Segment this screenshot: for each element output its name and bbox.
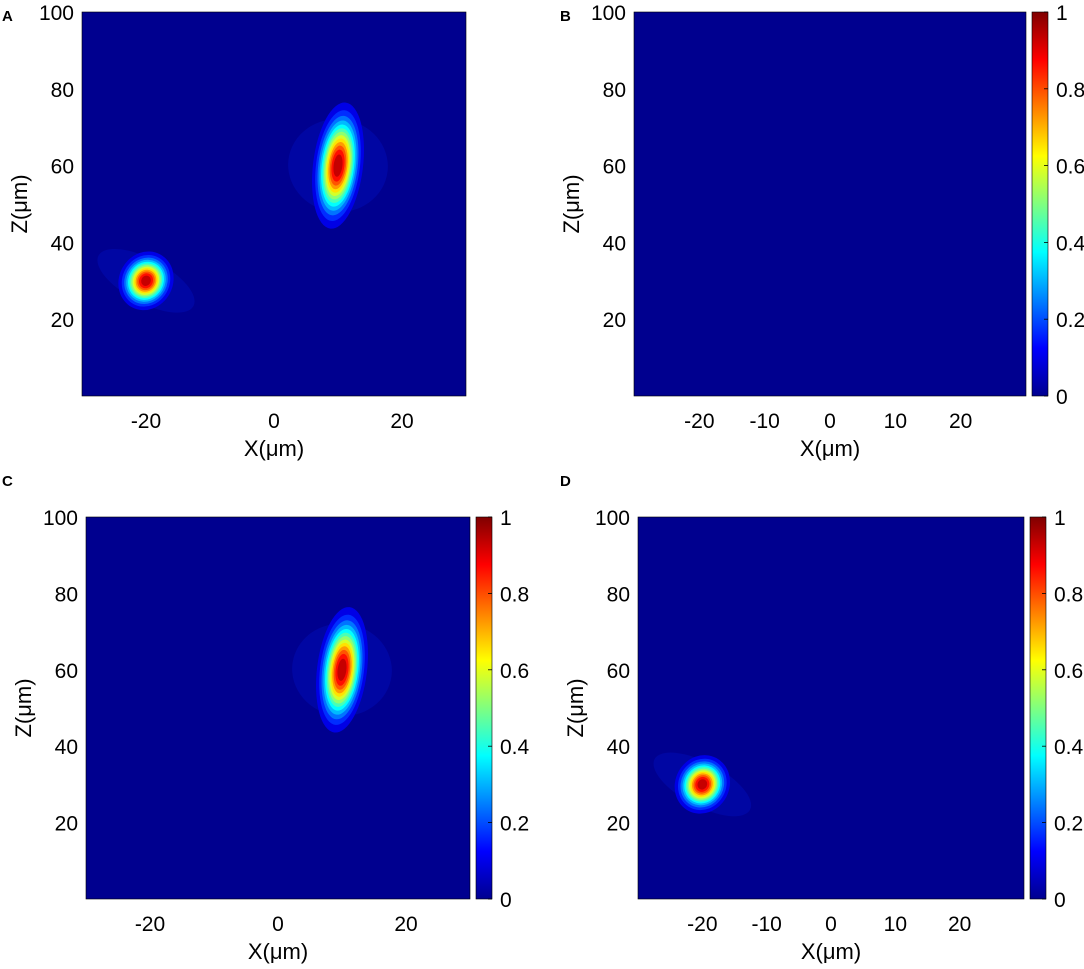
intensity-contour (333, 154, 343, 177)
x-tick-label: -20 (687, 913, 717, 936)
y-tick-label: 100 (591, 2, 626, 25)
y-tick-label: 80 (55, 583, 78, 606)
panel-letter: D (560, 473, 571, 490)
focal-spot-1 (653, 752, 752, 817)
heatmap-foci (653, 752, 752, 817)
heatmap-background (634, 12, 1026, 396)
y-tick-label: 60 (603, 156, 626, 179)
y-tick-label: 100 (43, 507, 78, 530)
x-axis-label: X(μm) (244, 436, 304, 461)
y-tick-label: 60 (55, 660, 78, 683)
heatmap-background (638, 517, 1024, 899)
x-tick-label: 20 (390, 410, 413, 433)
heatmap-background (86, 517, 470, 899)
colorbar-tick-label: 0.6 (500, 660, 529, 683)
panel-a: A -20 0 20 20 40 60 80 100 X(μm) Z(μm) (2, 2, 467, 461)
plot-frame (637, 516, 1025, 900)
focal-spot-1 (288, 102, 388, 229)
x-axis-label: X(μm) (801, 939, 861, 964)
y-tick-label: 80 (51, 79, 74, 102)
x-tick-label: 0 (272, 913, 284, 936)
colorbar-tick-label: 1 (500, 507, 512, 530)
intensity-contour (697, 779, 708, 790)
y-tick-label: 80 (603, 79, 626, 102)
colorbar-tick-label: 0.8 (500, 583, 529, 606)
colorbar-tick-label: 0.8 (1056, 79, 1084, 102)
x-tick-label: 0 (825, 913, 837, 936)
heatmap-foci (292, 607, 392, 733)
y-tick-label: 20 (607, 813, 630, 836)
y-tick-label: 40 (607, 736, 630, 759)
y-tick-label: 20 (51, 309, 74, 332)
colorbar-tick-label: 0.4 (500, 736, 530, 759)
colorbar-tick-label: 0.8 (1054, 583, 1083, 606)
x-tick-label: 20 (948, 913, 971, 936)
colorbar-tick-label: 0 (1056, 386, 1068, 409)
panel-b: B -20 -10 0 10 20 20 40 60 80 100 X(μm) Z(μm) 0 0.2 0.4… (559, 2, 1084, 461)
colorbar-tick-label: 0.2 (500, 813, 529, 836)
y-tick-label: 40 (603, 232, 626, 255)
focal-spot-2 (97, 248, 195, 313)
plot-frame (85, 516, 471, 900)
panel-letter: B (560, 8, 571, 25)
y-axis-label: Z(μm) (7, 174, 32, 233)
colorbar-gradient (475, 516, 493, 900)
colorbar-tick-label: 0.4 (1056, 232, 1084, 255)
y-tick-label: 80 (607, 583, 630, 606)
y-tick-label: 100 (595, 507, 630, 530)
colorbar-tick-label: 0.2 (1056, 309, 1084, 332)
x-tick-label: -10 (749, 410, 779, 433)
heatmap-background (82, 12, 466, 396)
colorbar: 0 0.2 0.4 0.6 0.8 1 (475, 507, 530, 912)
colorbar: 0 0.2 0.4 0.6 0.8 1 (1029, 507, 1084, 912)
panel-c: C -20 0 20 20 40 60 80 100 X(μm) Z(μm) 0 0.2 0.4 0.6 0.… (2, 473, 530, 964)
colorbar-tick-label: 0.6 (1056, 156, 1084, 179)
colorbar-tick-label: 0 (1054, 889, 1066, 912)
x-axis-label: X(μm) (248, 939, 308, 964)
focal-spot-1 (292, 607, 392, 733)
x-tick-label: 20 (394, 913, 417, 936)
x-axis-label: X(μm) (800, 436, 860, 461)
x-tick-label: -10 (751, 913, 781, 936)
plot-frame (81, 11, 467, 397)
colorbar-tick-label: 0.4 (1054, 736, 1084, 759)
y-tick-label: 60 (51, 156, 74, 179)
x-tick-label: -20 (131, 410, 161, 433)
y-tick-label: 60 (607, 660, 630, 683)
intensity-contour (141, 275, 151, 286)
colorbar-gradient (1031, 11, 1049, 397)
x-tick-label: 10 (884, 913, 907, 936)
panel-d: D -20 -10 0 10 20 20 40 60 80 100 X(μm) Z(μm) 0 0.2 0.4… (560, 473, 1084, 964)
colorbar-tick-label: 1 (1056, 2, 1068, 25)
x-tick-label: 10 (884, 410, 907, 433)
colorbar-tick-label: 1 (1054, 507, 1066, 530)
y-tick-label: 20 (603, 309, 626, 332)
y-axis-label: Z(μm) (563, 678, 588, 737)
y-axis-label: Z(μm) (11, 678, 36, 737)
colorbar-tick-label: 0 (500, 889, 512, 912)
y-tick-label: 20 (55, 813, 78, 836)
x-tick-label: -20 (135, 913, 165, 936)
y-tick-label: 40 (55, 736, 78, 759)
x-tick-label: 0 (268, 410, 280, 433)
plot-frame (633, 11, 1027, 397)
x-tick-label: 20 (949, 410, 972, 433)
colorbar-tick-label: 0.6 (1054, 660, 1083, 683)
panel-letter: A (2, 8, 13, 25)
intensity-contour (337, 658, 347, 681)
colorbar-gradient (1029, 516, 1047, 900)
y-axis-label: Z(μm) (559, 174, 584, 233)
colorbar: 0 0.2 0.4 0.6 0.8 1 (1031, 2, 1084, 409)
x-tick-label: 0 (824, 410, 836, 433)
heatmap-foci (97, 102, 388, 313)
panel-letter: C (2, 473, 13, 490)
y-tick-label: 100 (39, 2, 74, 25)
colorbar-tick-label: 0.2 (1054, 813, 1083, 836)
x-tick-label: -20 (684, 410, 714, 433)
y-tick-label: 40 (51, 232, 74, 255)
